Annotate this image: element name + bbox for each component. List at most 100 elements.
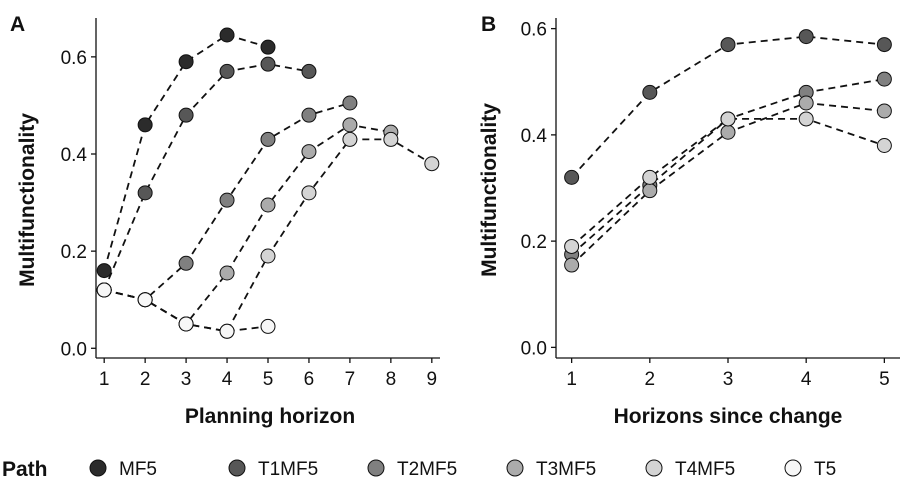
panel-a-point-t4mf5 — [342, 131, 358, 147]
panel-b-point-t1mf5 — [876, 37, 892, 53]
panel-a-x-tick-label: 3 — [181, 369, 192, 390]
legend-title: Path — [2, 458, 48, 480]
panel-a-point-t1mf5 — [219, 63, 235, 79]
panel-a-points — [96, 27, 440, 339]
legend-label-t3mf5: T3MF5 — [536, 459, 596, 480]
panel-a-y-axis-title: Multifunctionality — [16, 113, 39, 287]
panel-a-point-t1mf5 — [260, 56, 276, 72]
panel-a-x-tick-label: 4 — [222, 369, 233, 390]
panel-a-point-t1mf5 — [137, 185, 153, 201]
panel-a-point-t2mf5 — [178, 255, 194, 271]
panel-a: A 0.0 0.2 0.4 0.6 1 2 3 4 5 6 7 8 9 Planning horizon… — [10, 13, 440, 428]
panel-a-point-mf5 — [178, 54, 194, 70]
panel-a-point-t1mf5 — [301, 63, 317, 79]
panel-a-point-t4mf5 — [383, 131, 399, 147]
panel-b-point-t4mf5 — [564, 238, 580, 254]
panel-b-point-t1mf5 — [720, 37, 736, 53]
panel-a-point-t3mf5 — [342, 117, 358, 133]
panel-b-y-tick-label: 0.4 — [521, 126, 548, 147]
panel-b-y-tick-label: 0.2 — [521, 232, 547, 253]
panel-b-point-t1mf5 — [798, 29, 814, 45]
panel-b-point-t1mf5 — [642, 84, 658, 100]
panel-b-point-t3mf5 — [642, 183, 658, 199]
panel-a-x-tick-label: 8 — [386, 369, 397, 390]
panel-a-x-tick-label: 9 — [427, 369, 438, 390]
panel-b-point-t2mf5 — [876, 71, 892, 87]
panel-a-point-t2mf5 — [301, 107, 317, 123]
panel-b-x-tick-label: 5 — [879, 369, 890, 390]
legend-key-mf5 — [89, 459, 107, 477]
panel-a-axes: 0.0 0.2 0.4 0.6 1 2 3 4 5 6 7 8 9 — [61, 18, 440, 390]
panel-a-point-t5 — [260, 318, 276, 334]
panel-a-x-axis-title: Planning horizon — [185, 405, 355, 428]
panel-a-point-t3mf5 — [219, 265, 235, 281]
legend-key-t3mf5 — [506, 459, 524, 477]
panel-b-y-axis-title: Multifunctionality — [478, 103, 501, 277]
panel-b-x-tick-label: 4 — [801, 369, 812, 390]
panel-a-point-t5 — [96, 282, 112, 298]
panel-a-x-tick-label: 1 — [99, 369, 110, 390]
panel-a-point-mf5 — [260, 39, 276, 55]
panel-a-point-mf5 — [96, 263, 112, 279]
panel-b-point-t3mf5 — [798, 95, 814, 111]
legend-key-t2mf5 — [367, 459, 385, 477]
panel-b-lines — [570, 35, 885, 266]
panel-a-point-t3mf5 — [260, 197, 276, 213]
panel-letter-a: A — [10, 13, 25, 36]
panel-b-x-axis-title: Horizons since change — [614, 405, 843, 428]
panel-b-y-tick-label: 0.6 — [521, 20, 547, 41]
panel-b: B 0.0 0.2 0.4 0.6 1 2 3 4 5 Horizons since chang… — [478, 13, 900, 428]
panel-b-point-t3mf5 — [564, 257, 580, 273]
legend-key-t1mf5 — [228, 459, 246, 477]
panel-a-series-line-t4mf5 — [103, 138, 433, 333]
panel-a-series-line-t1mf5 — [103, 63, 310, 291]
panel-b-points — [564, 29, 892, 273]
panel-b-series-line-t1mf5 — [570, 35, 885, 179]
panel-a-point-t5 — [137, 292, 153, 308]
panel-a-y-tick-label: 0.4 — [61, 145, 88, 166]
legend-label-t1mf5: T1MF5 — [258, 459, 318, 480]
panel-b-x-tick-label: 2 — [645, 369, 656, 390]
legend-label-t4mf5: T4MF5 — [675, 459, 735, 480]
panel-a-x-tick-label: 5 — [263, 369, 274, 390]
panel-letter-b: B — [481, 13, 496, 36]
legend-label-mf5: MF5 — [119, 459, 157, 480]
legend-key-t5 — [784, 459, 802, 477]
panel-a-lines — [103, 34, 433, 333]
panel-a-x-tick-label: 6 — [304, 369, 315, 390]
panel-a-point-t5 — [219, 323, 235, 339]
panel-a-y-tick-label: 0.0 — [61, 339, 87, 360]
panel-a-y-tick-label: 0.2 — [61, 242, 87, 263]
panel-b-axes: 0.0 0.2 0.4 0.6 1 2 3 4 5 — [521, 18, 900, 390]
panel-b-series-line-t2mf5 — [571, 78, 885, 256]
legend: Path MF5 T1MF5 T2MF5 T3MF5 T4MF5 T5 — [2, 458, 836, 480]
legend-key-t4mf5 — [645, 459, 663, 477]
panel-b-point-t3mf5 — [876, 103, 892, 119]
panel-a-point-t1mf5 — [178, 107, 194, 123]
panel-a-point-t4mf5 — [301, 185, 317, 201]
legend-label-t5: T5 — [814, 459, 836, 480]
panel-b-y-tick-label: 0.0 — [521, 338, 547, 359]
panel-a-point-t4mf5 — [424, 156, 440, 172]
panel-a-point-mf5 — [219, 27, 235, 43]
panel-a-series-line-mf5 — [103, 34, 269, 271]
panel-a-point-mf5 — [137, 117, 153, 133]
panel-a-point-t2mf5 — [260, 131, 276, 147]
panel-b-point-t4mf5 — [642, 169, 658, 185]
panel-a-y-tick-label: 0.6 — [61, 48, 87, 69]
panel-a-point-t2mf5 — [342, 95, 358, 111]
panel-b-x-tick-label: 1 — [566, 369, 577, 390]
panel-b-point-t4mf5 — [876, 138, 892, 153]
panel-a-point-t4mf5 — [260, 248, 276, 264]
panel-b-x-tick-label: 3 — [723, 369, 734, 390]
legend-label-t2mf5: T2MF5 — [397, 459, 457, 480]
panel-a-point-t3mf5 — [301, 144, 317, 160]
panel-b-point-t3mf5 — [720, 124, 736, 140]
panel-a-point-t2mf5 — [219, 192, 235, 208]
panel-a-point-t5 — [178, 316, 194, 332]
panel-a-x-tick-label: 2 — [140, 369, 151, 390]
panel-b-point-t1mf5 — [564, 169, 580, 185]
panel-b-point-t4mf5 — [720, 111, 736, 127]
panel-a-x-tick-label: 7 — [345, 369, 356, 390]
panel-b-point-t4mf5 — [798, 111, 814, 127]
